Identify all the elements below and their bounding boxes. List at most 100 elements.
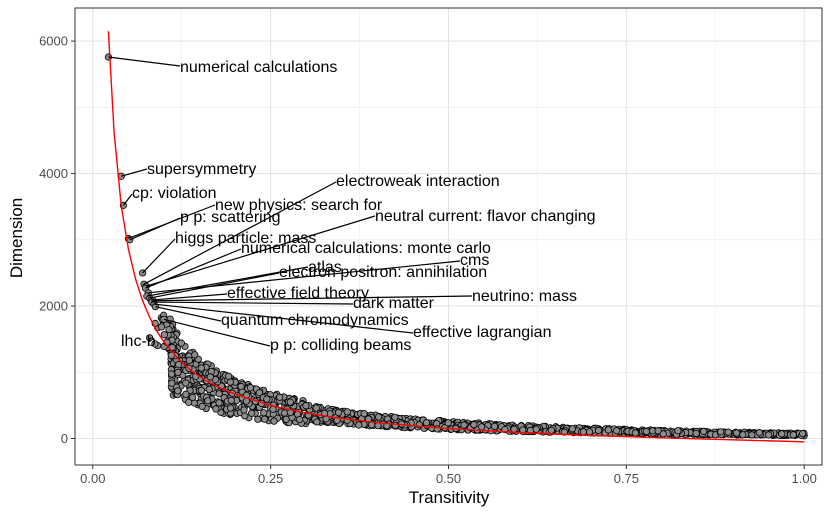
scatter-point	[227, 405, 233, 411]
scatter-point	[605, 427, 611, 433]
scatter-point	[423, 420, 429, 426]
y-tick-label: 0	[61, 431, 68, 446]
point-label: p p: colliding beams	[270, 337, 411, 354]
scatter-point	[756, 429, 762, 435]
scatter-point	[595, 427, 601, 433]
x-tick-label: 0.00	[80, 471, 105, 486]
scatter-point	[313, 405, 319, 411]
scatter-point	[779, 431, 785, 437]
scatter-point	[580, 429, 586, 435]
scatter-point	[161, 332, 167, 338]
scatter-point	[213, 406, 219, 412]
point-label: numerical calculations: monte carlo	[241, 240, 491, 257]
scatter-point	[216, 400, 222, 406]
scatter-point	[175, 369, 181, 375]
scatter-point	[632, 430, 638, 436]
scatter-point	[717, 429, 723, 435]
point-label: numerical calculations	[180, 59, 337, 76]
scatter-point	[733, 430, 739, 436]
point-label: electroweak interaction	[336, 173, 500, 190]
scatter-point	[175, 388, 181, 394]
point-label: supersymmetry	[147, 161, 256, 178]
x-tick-label: 0.75	[614, 471, 639, 486]
scatter-point	[296, 416, 302, 422]
y-axis-title: Dimension	[7, 198, 26, 278]
x-tick-label: 0.50	[436, 471, 461, 486]
scatter-point	[283, 416, 289, 422]
scatter-point	[277, 394, 283, 400]
x-axis-title: Transitivity	[409, 488, 490, 507]
y-tick-label: 6000	[39, 34, 68, 49]
scatter-point	[183, 391, 189, 397]
scatter-point	[471, 421, 477, 427]
scatter-point	[478, 424, 484, 430]
scatter-point	[248, 410, 254, 416]
y-tick-label: 2000	[39, 299, 68, 314]
scatter-point	[655, 428, 661, 434]
scatter-point	[186, 357, 192, 363]
scatter-point	[693, 430, 699, 436]
scatter-point	[361, 410, 367, 416]
scatter-point	[740, 432, 746, 438]
scatter-point	[158, 324, 164, 330]
scatter-point	[281, 410, 287, 416]
scatter-point	[799, 430, 805, 436]
scatter-point	[765, 432, 771, 438]
point-label: effective lagrangian	[413, 324, 551, 341]
scatter-point	[344, 417, 350, 423]
point-label: neutrino: mass	[472, 288, 577, 305]
scatter-point	[375, 414, 381, 420]
scatter-point	[271, 418, 277, 424]
scatter-point	[287, 399, 293, 405]
scatter-point	[548, 427, 554, 433]
point-label: lhc-b	[121, 333, 156, 350]
scatter-point	[228, 397, 234, 403]
scatter-point	[491, 423, 497, 429]
scatter-point	[356, 422, 362, 428]
scatter-point	[255, 416, 261, 422]
point-label: quantum chromodynamics	[221, 312, 409, 329]
y-tick-label: 4000	[39, 166, 68, 181]
scatter-point	[225, 373, 231, 379]
scatter-point	[168, 371, 174, 377]
scatter-point	[192, 352, 198, 358]
scatter-point	[434, 426, 440, 432]
x-tick-label: 1.00	[792, 471, 817, 486]
scatter-point	[790, 432, 796, 438]
point-label: cp: violation	[132, 185, 217, 202]
scatter-point	[206, 386, 212, 392]
scatter-point	[247, 385, 253, 391]
scatter-point	[303, 403, 309, 409]
scatter-point	[166, 326, 172, 332]
scatter-point	[261, 410, 267, 416]
scatter-point	[749, 432, 755, 438]
scatter-point	[238, 383, 244, 389]
scatter-point	[169, 380, 175, 386]
scatter-point	[189, 394, 195, 400]
scatter-point	[227, 379, 233, 385]
x-tick-label: 0.25	[258, 471, 283, 486]
scatter-point	[586, 429, 592, 435]
scatter-point	[392, 414, 398, 420]
point-label: neutral current: flavor changing	[375, 208, 596, 225]
scatter-point	[700, 428, 706, 434]
scatter-point	[643, 428, 649, 434]
scatter-point	[613, 427, 619, 433]
scatter-point	[198, 387, 204, 393]
scatter-point	[533, 426, 539, 432]
point-label: dark matter	[353, 295, 435, 312]
scatter-point	[675, 428, 681, 434]
point-label: electron positron: annihilation	[279, 264, 487, 281]
point-label: p p: scattering	[180, 209, 281, 226]
scatter-point	[314, 419, 320, 425]
scatter-point	[445, 420, 451, 426]
scatter-point	[199, 403, 205, 409]
scatter-point	[264, 396, 270, 402]
scatter-point	[198, 365, 204, 371]
scatter-point	[207, 374, 213, 380]
scatter-point	[335, 409, 341, 415]
scatter-point	[178, 340, 184, 346]
scatter-point	[241, 407, 247, 413]
scatter-point	[344, 409, 350, 415]
